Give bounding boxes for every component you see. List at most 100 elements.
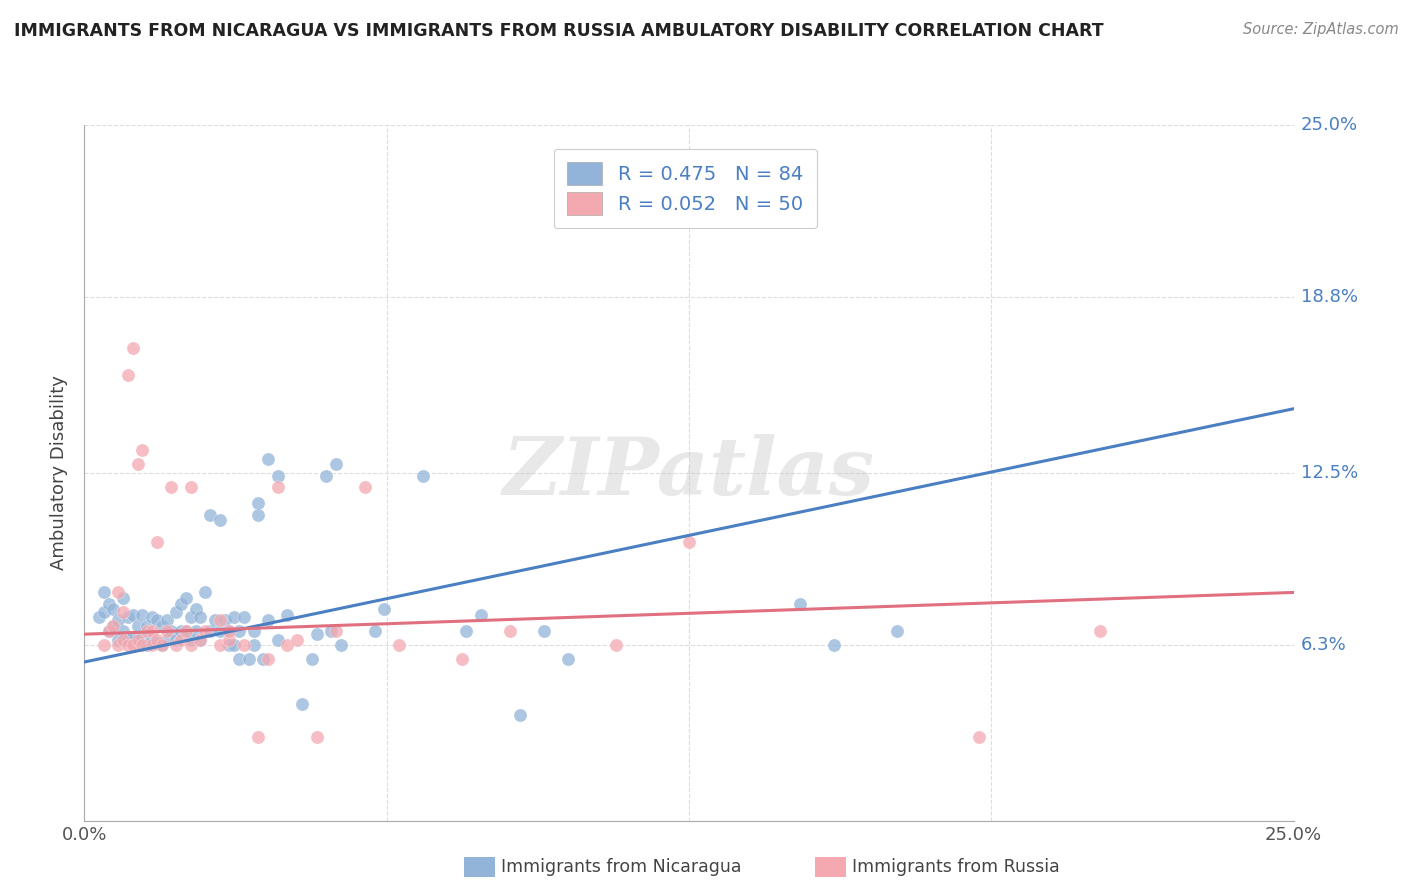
- Point: [678, 535, 700, 549]
- Point: [267, 468, 290, 483]
- Point: [325, 624, 347, 639]
- Point: [93, 585, 115, 599]
- Point: [204, 613, 226, 627]
- Point: [456, 624, 478, 639]
- Point: [97, 624, 120, 639]
- Point: [789, 597, 811, 611]
- Point: [112, 624, 135, 639]
- Point: [155, 613, 177, 627]
- Point: [136, 638, 159, 652]
- Point: [146, 635, 169, 649]
- Y-axis label: Ambulatory Disability: Ambulatory Disability: [51, 376, 69, 570]
- Point: [190, 610, 212, 624]
- Point: [224, 638, 246, 652]
- Point: [224, 610, 246, 624]
- Point: [276, 638, 298, 652]
- Point: [160, 480, 183, 494]
- Point: [247, 730, 270, 744]
- Point: [967, 730, 990, 744]
- Point: [242, 638, 264, 652]
- Point: [257, 613, 280, 627]
- Point: [146, 535, 169, 549]
- Point: [121, 638, 143, 652]
- Text: 18.8%: 18.8%: [1301, 288, 1358, 307]
- Point: [267, 480, 290, 494]
- Point: [117, 610, 139, 624]
- Point: [165, 632, 187, 647]
- Point: [412, 468, 434, 483]
- Point: [112, 605, 135, 619]
- Point: [557, 652, 579, 666]
- Point: [247, 496, 270, 510]
- Text: 6.3%: 6.3%: [1301, 636, 1347, 655]
- Point: [285, 632, 308, 647]
- Point: [180, 632, 202, 647]
- Point: [238, 652, 260, 666]
- Point: [184, 624, 207, 639]
- Point: [131, 443, 153, 458]
- Point: [184, 602, 207, 616]
- Point: [117, 632, 139, 647]
- Point: [509, 707, 531, 722]
- Legend: R = 0.475   N = 84, R = 0.052   N = 50: R = 0.475 N = 84, R = 0.052 N = 50: [554, 148, 817, 228]
- Point: [121, 630, 143, 644]
- Point: [198, 624, 221, 639]
- Point: [214, 613, 236, 627]
- Point: [180, 638, 202, 652]
- Point: [170, 624, 193, 639]
- Point: [117, 368, 139, 383]
- Point: [301, 652, 323, 666]
- Text: 12.5%: 12.5%: [1301, 464, 1358, 482]
- Point: [233, 610, 256, 624]
- Point: [121, 341, 143, 355]
- Point: [170, 597, 193, 611]
- Point: [93, 605, 115, 619]
- Point: [325, 458, 347, 472]
- Point: [160, 624, 183, 639]
- Point: [174, 624, 197, 639]
- Point: [141, 632, 163, 647]
- Point: [93, 638, 115, 652]
- Point: [190, 632, 212, 647]
- Point: [127, 632, 149, 647]
- Point: [242, 624, 264, 639]
- Point: [305, 627, 328, 641]
- Point: [136, 624, 159, 639]
- Point: [208, 513, 231, 527]
- Text: Immigrants from Nicaragua: Immigrants from Nicaragua: [501, 858, 741, 876]
- Point: [194, 585, 217, 599]
- Point: [218, 632, 240, 647]
- Point: [354, 480, 377, 494]
- Point: [107, 632, 129, 647]
- Point: [146, 613, 169, 627]
- Point: [208, 638, 231, 652]
- Point: [127, 458, 149, 472]
- Point: [190, 632, 212, 647]
- Point: [257, 451, 280, 466]
- Point: [141, 610, 163, 624]
- Point: [150, 619, 173, 633]
- Point: [127, 619, 149, 633]
- Point: [155, 624, 177, 639]
- Point: [107, 613, 129, 627]
- Text: Source: ZipAtlas.com: Source: ZipAtlas.com: [1243, 22, 1399, 37]
- Point: [470, 607, 492, 622]
- Point: [112, 632, 135, 647]
- Point: [127, 638, 149, 652]
- Point: [886, 624, 908, 639]
- Point: [329, 638, 352, 652]
- Point: [107, 638, 129, 652]
- Point: [533, 624, 555, 639]
- Text: 25.0%: 25.0%: [1301, 116, 1358, 134]
- Point: [97, 624, 120, 639]
- Point: [228, 624, 250, 639]
- Point: [117, 638, 139, 652]
- Point: [170, 632, 193, 647]
- Point: [165, 638, 187, 652]
- Point: [150, 638, 173, 652]
- Point: [97, 597, 120, 611]
- Point: [267, 632, 290, 647]
- Point: [605, 638, 627, 652]
- Point: [373, 602, 395, 616]
- Point: [136, 619, 159, 633]
